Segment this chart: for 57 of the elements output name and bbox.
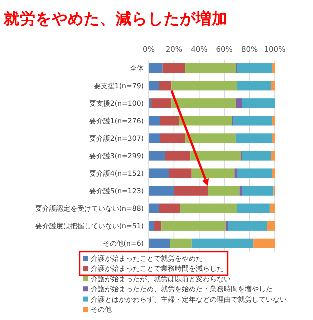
bar (237, 64, 272, 74)
bar (162, 221, 226, 231)
bar (208, 186, 240, 196)
bar (149, 204, 160, 214)
bar (179, 116, 232, 126)
bar (160, 116, 180, 126)
bar (149, 238, 170, 248)
bar (174, 186, 208, 196)
bar (242, 151, 272, 161)
bar (149, 221, 154, 231)
bar (271, 151, 275, 161)
bar (159, 204, 180, 214)
bar (149, 151, 166, 161)
bar (154, 221, 162, 231)
bar (272, 168, 275, 178)
bar (192, 168, 235, 178)
bar (169, 168, 192, 178)
bar (149, 168, 170, 178)
bar (186, 134, 236, 144)
bar (172, 98, 236, 108)
bar (233, 116, 272, 126)
bar (236, 98, 242, 108)
bar (271, 81, 275, 91)
bar (237, 81, 272, 91)
bar (267, 221, 275, 231)
bar (234, 168, 238, 178)
bar (170, 238, 192, 248)
bar (162, 64, 186, 74)
bar (240, 186, 242, 196)
bar (190, 151, 241, 161)
bar (180, 204, 238, 214)
bar (237, 204, 270, 214)
bar (226, 221, 228, 231)
bar (149, 186, 174, 196)
bar (149, 98, 152, 108)
bar (149, 64, 163, 74)
bar (242, 186, 274, 196)
bar (149, 81, 160, 91)
bar (159, 81, 172, 91)
chart-title: 就労をやめた、減らしたが増加 (3, 9, 228, 28)
bar (270, 204, 275, 214)
bar (149, 116, 160, 126)
bar (237, 168, 272, 178)
bar (149, 134, 160, 144)
bar (242, 98, 275, 108)
bar (272, 116, 275, 126)
bar (272, 134, 275, 144)
bar (236, 134, 272, 144)
bar (272, 64, 275, 74)
bar (192, 238, 254, 248)
bar (160, 134, 186, 144)
bar (165, 151, 191, 161)
bar (172, 81, 238, 91)
bar (228, 221, 268, 231)
bar (254, 238, 275, 248)
bar (186, 64, 236, 74)
bar (152, 98, 172, 108)
